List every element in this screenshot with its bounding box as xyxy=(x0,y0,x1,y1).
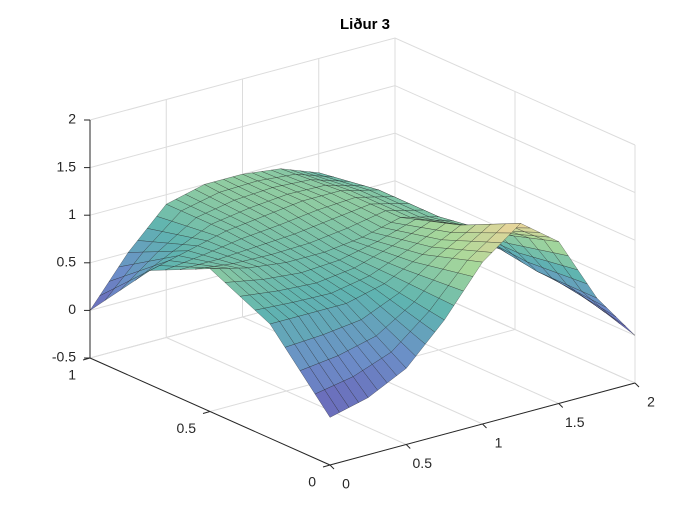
z-tick-label: 2 xyxy=(68,111,76,127)
x-tick-label: 1 xyxy=(495,435,503,451)
y-tick-label: 0 xyxy=(308,474,316,490)
x-tick xyxy=(329,464,335,470)
x-tick-label: 0.5 xyxy=(413,455,433,471)
x-tick-label: 0 xyxy=(342,476,350,492)
z-tick-label: -0.5 xyxy=(52,349,76,365)
z-tick-label: 0.5 xyxy=(57,254,77,270)
x-tick-label: 1.5 xyxy=(565,414,585,430)
x-tick-label: 2 xyxy=(647,394,655,410)
y-tick xyxy=(322,464,331,468)
x-tick xyxy=(405,444,411,449)
surface-patch xyxy=(314,389,340,418)
y-tick-label: 0.5 xyxy=(177,420,197,436)
x-tick xyxy=(634,382,640,388)
z-tick-label: 1 xyxy=(68,206,76,222)
y-tick xyxy=(202,411,211,414)
x-tick xyxy=(482,423,487,429)
z-tick-label: 1.5 xyxy=(57,158,77,174)
x-tick xyxy=(558,403,564,408)
y-tick-label: 1 xyxy=(68,367,76,383)
z-tick-label: 0 xyxy=(68,301,76,317)
chart-title: Liður 3 xyxy=(340,16,390,33)
